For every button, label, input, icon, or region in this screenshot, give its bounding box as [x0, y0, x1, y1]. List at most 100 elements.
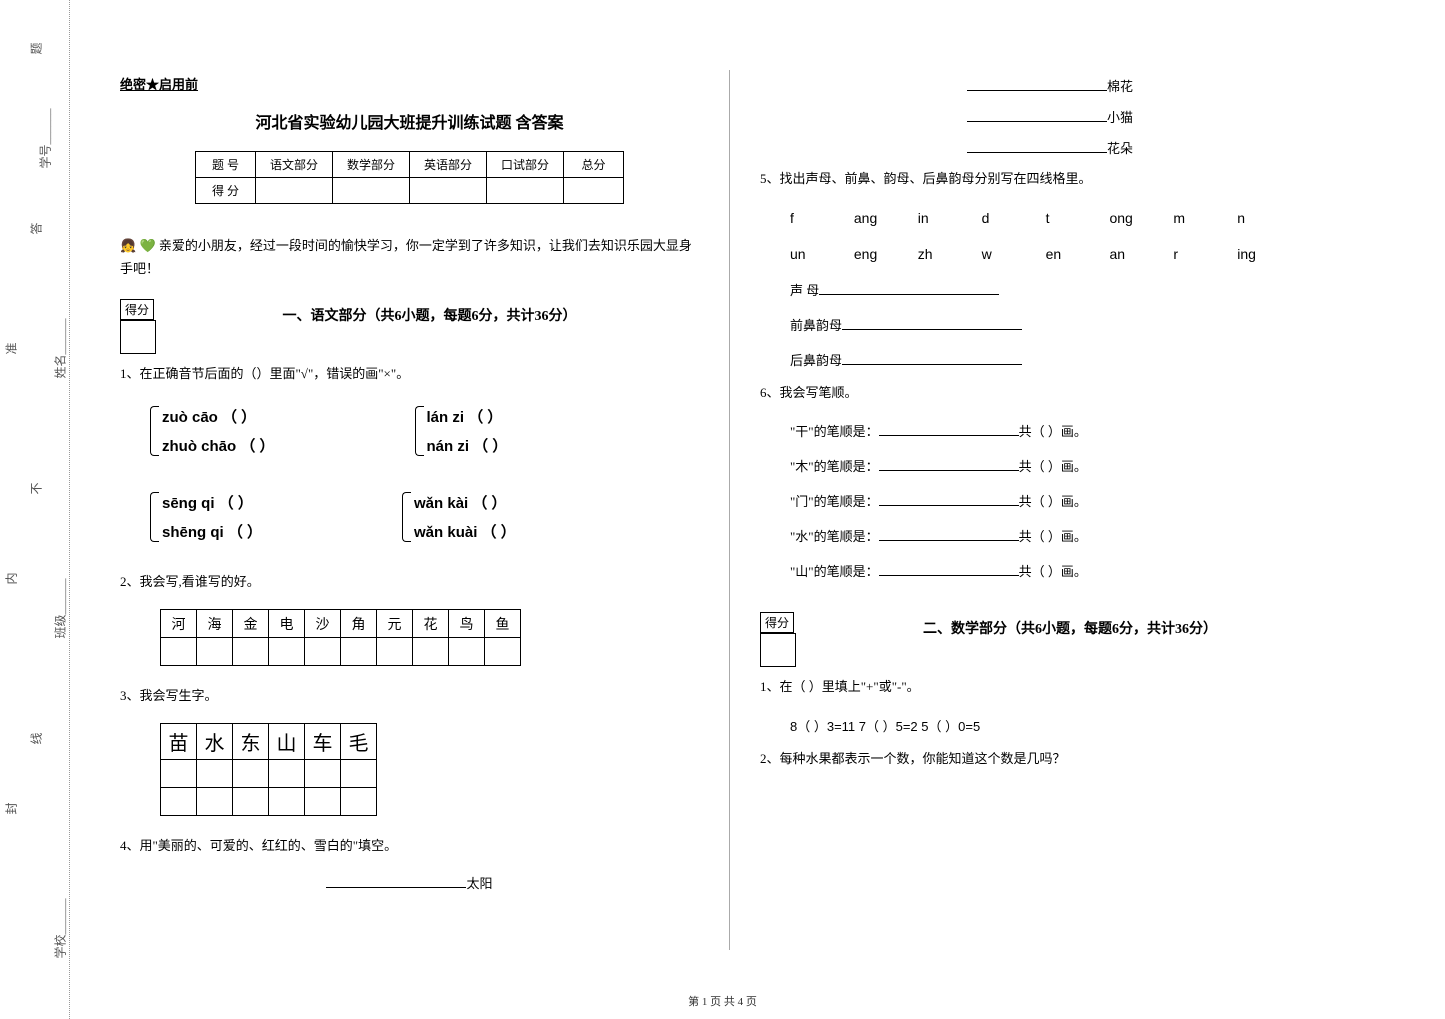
- margin-text: 封: [3, 802, 20, 814]
- question-2: 2、我会写,看谁写的好。: [120, 566, 699, 603]
- question-6: 6、我会写笔顺。: [760, 377, 1340, 414]
- fill-word: 棉花: [1107, 79, 1133, 94]
- table-row: 得 分: [195, 178, 623, 204]
- pinyin-pair: wǎn kài （ ） wǎn kuài （ ）: [402, 488, 516, 546]
- write-cell[interactable]: [233, 638, 269, 666]
- label: 声 母: [790, 283, 819, 298]
- pinyin-option[interactable]: wǎn kuài （ ）: [414, 517, 516, 546]
- section-header: 得分 二、数学部分（共6小题，每题6分，共计36分）: [760, 612, 1340, 667]
- pinyin-option[interactable]: sēng qi （ ）: [162, 488, 262, 517]
- letter: r: [1173, 246, 1233, 262]
- stroke-label: "水"的笔顺是：: [790, 529, 879, 544]
- score-table: 题 号 语文部分 数学部分 英语部分 口试部分 总分 得 分: [195, 151, 624, 204]
- score-entry[interactable]: [760, 633, 796, 667]
- write-cell[interactable]: [269, 638, 305, 666]
- stroke-item[interactable]: "木"的笔顺是：共（ ）画。: [760, 448, 1340, 483]
- write-cell[interactable]: [341, 787, 377, 815]
- write-cell[interactable]: [269, 787, 305, 815]
- stroke-item[interactable]: "干"的笔顺是：共（ ）画。: [760, 413, 1340, 448]
- fill-blank[interactable]: 太阳: [120, 867, 699, 898]
- table-cell[interactable]: [410, 178, 487, 204]
- answer-line[interactable]: 声 母: [760, 272, 1340, 307]
- left-column: 绝密★启用前 河北省实验幼儿园大班提升训练试题 含答案 题 号 语文部分 数学部…: [90, 70, 730, 950]
- margin-text: 线: [28, 732, 45, 744]
- fill-blank[interactable]: 小猫: [760, 101, 1340, 132]
- table-cell[interactable]: [255, 178, 332, 204]
- char-cell: 鱼: [485, 610, 521, 638]
- margin-text: 学校______: [52, 898, 69, 958]
- letter: zh: [918, 246, 978, 262]
- stroke-label: "干"的笔顺是：: [790, 424, 879, 439]
- write-cell[interactable]: [269, 759, 305, 787]
- stroke-item[interactable]: "水"的笔顺是： 共（ ）画。: [760, 518, 1340, 553]
- pinyin-pair: sēng qi （ ） shēng qi （ ）: [150, 488, 262, 546]
- write-cell[interactable]: [341, 759, 377, 787]
- math-equation-line[interactable]: 8（ ）3=11 7（ ）5=2 5（ ）0=5: [760, 708, 1340, 743]
- write-cell[interactable]: [449, 638, 485, 666]
- letter: m: [1173, 210, 1233, 226]
- char-cell: 花: [413, 610, 449, 638]
- letter: w: [982, 246, 1042, 262]
- table-cell: 总分: [564, 152, 624, 178]
- write-cell[interactable]: [233, 787, 269, 815]
- pinyin-option[interactable]: lán zi （ ）: [427, 402, 508, 431]
- write-cell[interactable]: [161, 638, 197, 666]
- write-cell[interactable]: [413, 638, 449, 666]
- fill-blank[interactable]: 花朵: [760, 132, 1340, 163]
- letter: un: [790, 246, 850, 262]
- answer-line[interactable]: 后鼻韵母: [760, 342, 1340, 377]
- char-cell: 车: [305, 723, 341, 759]
- table-cell: 口试部分: [487, 152, 564, 178]
- write-cell[interactable]: [305, 638, 341, 666]
- write-cell[interactable]: [377, 638, 413, 666]
- stroke-label: "门"的笔顺是：: [790, 494, 879, 509]
- pinyin-option[interactable]: zhuò chāo （ ）: [162, 431, 275, 460]
- stroke-item[interactable]: "山"的笔顺是：共（ ）画。: [760, 553, 1340, 588]
- table-cell[interactable]: [487, 178, 564, 204]
- write-cell[interactable]: [197, 759, 233, 787]
- stroke-label: "山"的笔顺是：: [790, 564, 879, 579]
- table-cell[interactable]: [564, 178, 624, 204]
- page-content: 绝密★启用前 河北省实验幼儿园大班提升训练试题 含答案 题 号 语文部分 数学部…: [90, 70, 1370, 950]
- write-cell[interactable]: [161, 787, 197, 815]
- letter: eng: [854, 246, 914, 262]
- write-cell[interactable]: [197, 638, 233, 666]
- pinyin-option[interactable]: wǎn kài （ ）: [414, 488, 516, 517]
- stroke-label: "木"的笔顺是：: [790, 459, 879, 474]
- letter: ang: [854, 210, 914, 226]
- table-cell: 题 号: [195, 152, 255, 178]
- pinyin-option[interactable]: nán zi （ ）: [427, 431, 508, 460]
- write-cell[interactable]: [161, 759, 197, 787]
- question-5: 5、找出声母、前鼻、韵母、后鼻韵母分别写在四线格里。: [760, 163, 1340, 200]
- pinyin-option[interactable]: zuò cāo （ ）: [162, 402, 275, 431]
- stroke-item[interactable]: "门"的笔顺是：共（ ）画。: [760, 483, 1340, 518]
- write-cell[interactable]: [305, 759, 341, 787]
- char-grid-q3: 苗 水 东 山 车 毛: [160, 723, 377, 816]
- intro-text: 👧 💚 亲爱的小朋友，经过一段时间的愉快学习，你一定学到了许多知识，让我们去知识…: [120, 222, 699, 291]
- fill-blank[interactable]: 棉花: [760, 70, 1340, 101]
- char-cell: 山: [269, 723, 305, 759]
- char-cell: 鸟: [449, 610, 485, 638]
- math-question-1: 1、在（ ）里填上"+"或"-"。: [760, 671, 1340, 708]
- letter: ong: [1109, 210, 1169, 226]
- write-cell[interactable]: [197, 787, 233, 815]
- answer-line[interactable]: 前鼻韵母: [760, 307, 1340, 342]
- char-cell: 金: [233, 610, 269, 638]
- write-cell[interactable]: [233, 759, 269, 787]
- pinyin-pair: lán zi （ ） nán zi （ ）: [415, 402, 508, 460]
- score-entry[interactable]: [120, 320, 156, 354]
- margin-text: 准: [3, 342, 20, 354]
- pinyin-option[interactable]: shēng qi （ ）: [162, 517, 262, 546]
- heart-icon: 💚: [139, 238, 155, 253]
- char-cell: 水: [197, 723, 233, 759]
- label: 后鼻韵母: [790, 353, 842, 368]
- write-cell[interactable]: [341, 638, 377, 666]
- write-cell[interactable]: [305, 787, 341, 815]
- char-cell: 电: [269, 610, 305, 638]
- binding-margin: 题 学号______ 答 准 姓名______ 不 内 班级______ 线 封…: [20, 0, 70, 1019]
- table-cell[interactable]: [332, 178, 409, 204]
- score-input-box: 得分: [760, 612, 800, 667]
- table-cell: 语文部分: [255, 152, 332, 178]
- stroke-suffix: 共（ ）画。: [1019, 529, 1087, 544]
- write-cell[interactable]: [485, 638, 521, 666]
